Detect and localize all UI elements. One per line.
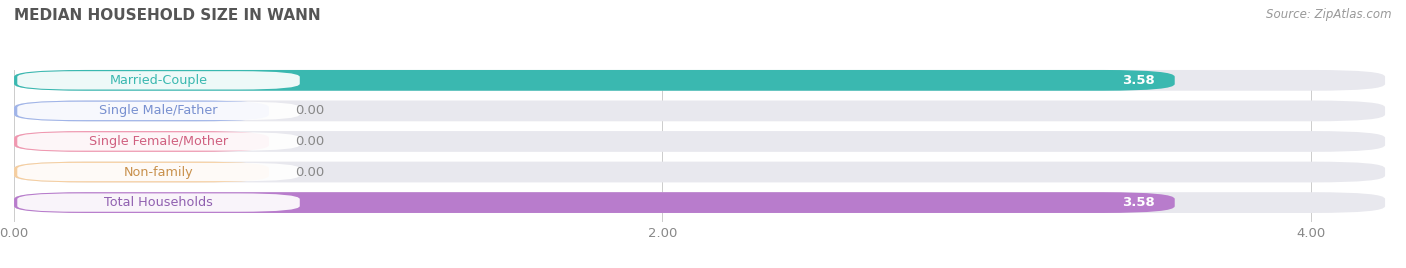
Text: Married-Couple: Married-Couple [110,74,208,87]
FancyBboxPatch shape [14,131,1385,152]
Text: Total Households: Total Households [104,196,212,209]
Text: 0.00: 0.00 [295,135,325,148]
FancyBboxPatch shape [17,163,299,181]
FancyBboxPatch shape [14,162,1385,183]
Text: 0.00: 0.00 [295,105,325,117]
Text: Non-family: Non-family [124,166,194,178]
FancyBboxPatch shape [14,100,269,121]
FancyBboxPatch shape [14,192,1175,213]
Text: Single Female/Mother: Single Female/Mother [89,135,228,148]
Text: 3.58: 3.58 [1122,196,1156,209]
FancyBboxPatch shape [17,193,299,212]
Text: 3.58: 3.58 [1122,74,1156,87]
Text: MEDIAN HOUSEHOLD SIZE IN WANN: MEDIAN HOUSEHOLD SIZE IN WANN [14,8,321,23]
Text: 0.00: 0.00 [295,166,325,178]
FancyBboxPatch shape [14,100,1385,121]
FancyBboxPatch shape [17,71,299,90]
FancyBboxPatch shape [14,192,1385,213]
FancyBboxPatch shape [14,70,1385,91]
FancyBboxPatch shape [17,132,299,151]
FancyBboxPatch shape [14,162,269,183]
Text: Single Male/Father: Single Male/Father [100,105,218,117]
Text: Source: ZipAtlas.com: Source: ZipAtlas.com [1267,8,1392,21]
FancyBboxPatch shape [17,102,299,120]
FancyBboxPatch shape [14,131,269,152]
FancyBboxPatch shape [14,70,1175,91]
